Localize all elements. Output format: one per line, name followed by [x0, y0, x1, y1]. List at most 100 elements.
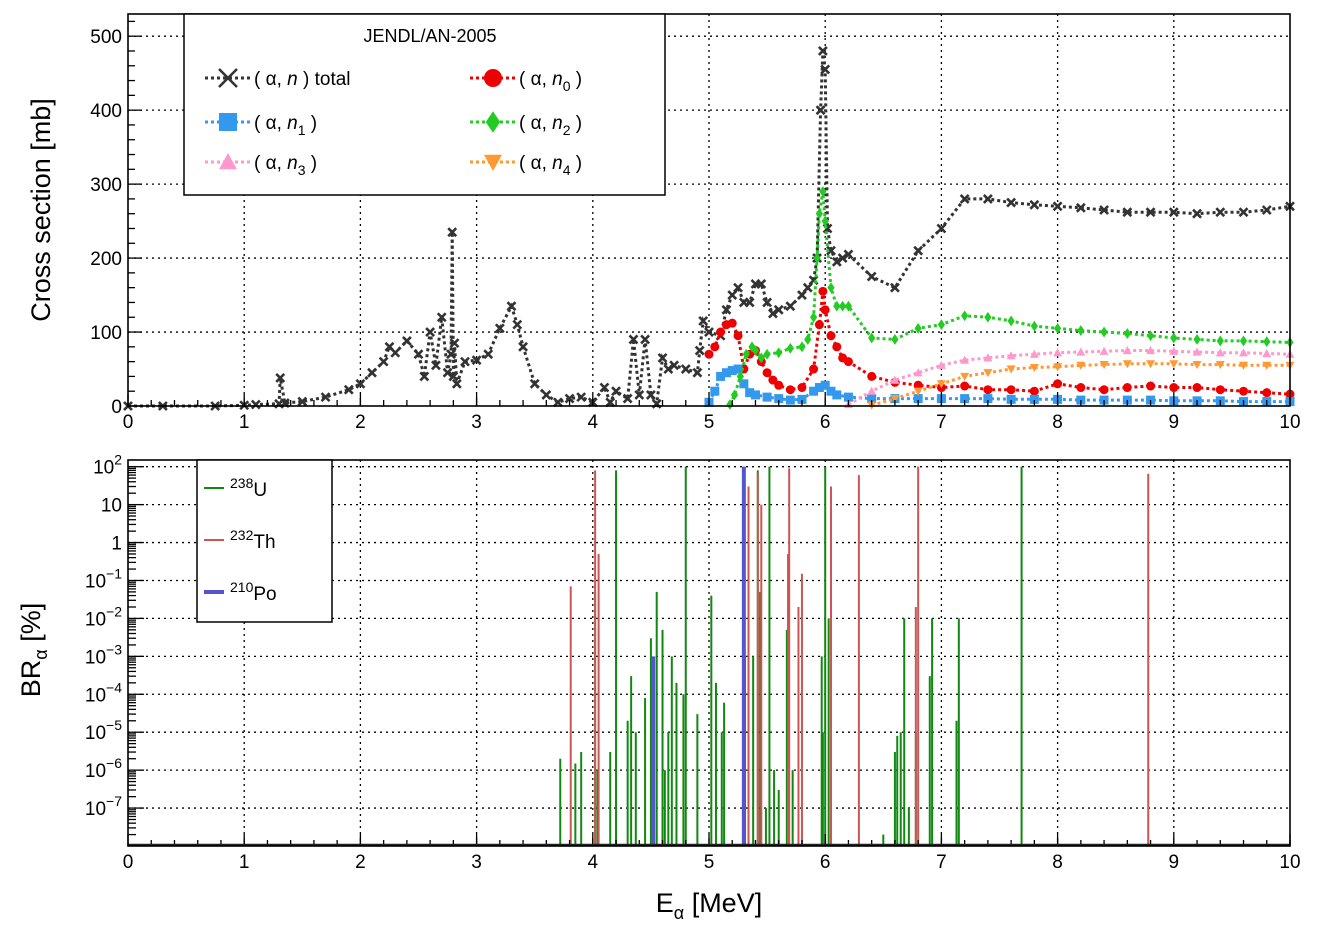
series-total-point	[483, 349, 494, 360]
series-total-point-b	[553, 397, 563, 408]
series-n4-point	[1076, 361, 1086, 370]
series-n4-point	[1146, 360, 1156, 369]
legend-entry-n3: ( α, n3 )	[205, 153, 317, 178]
series-total-point-b	[826, 245, 836, 256]
series-total-point	[634, 389, 645, 400]
series-n3-point	[1215, 348, 1225, 357]
series-total-point-b	[413, 349, 424, 360]
series-n3-line	[847, 349, 1291, 406]
series-total-point-b	[384, 341, 395, 352]
series-n2-point	[821, 215, 829, 227]
series-total-point-b	[275, 372, 286, 383]
top-y-axis-label: Cross section [mb]	[26, 98, 56, 322]
series-n0-point	[762, 368, 772, 378]
series-total-point	[1122, 207, 1133, 218]
bottom-y-tick-label: 10	[101, 496, 122, 517]
series-n2-point	[757, 352, 765, 364]
series-total-point-b	[645, 389, 656, 400]
series-n0-point	[818, 286, 828, 296]
series-n2-point	[815, 208, 823, 220]
series-total-point-b	[721, 304, 732, 315]
series-total-point	[1075, 202, 1086, 213]
series-n3-point	[1053, 348, 1063, 357]
series-total-point-b	[436, 312, 447, 323]
series-total-point	[576, 392, 587, 403]
series-total-point-b	[704, 327, 714, 337]
series-total-point	[512, 319, 523, 330]
series-n1-point	[797, 394, 807, 404]
series-total-point	[1215, 207, 1226, 218]
series-total-point-b	[767, 308, 778, 319]
series-total-point-b	[1215, 207, 1226, 218]
series-n2-point	[1030, 320, 1038, 332]
series-n2-point	[763, 348, 771, 360]
series-total-point-b	[1192, 208, 1202, 219]
bottom-y-tick-label: 1	[111, 534, 122, 555]
series-total-point	[680, 364, 691, 374]
top-x-tick-label: 9	[1169, 412, 1180, 433]
series-total-point	[936, 223, 947, 234]
series-n1-point	[809, 386, 819, 396]
series-n3-point	[890, 375, 900, 384]
series-total-point	[1168, 207, 1179, 218]
series-total-point	[355, 378, 366, 389]
legend-label-n2: ( α, n2 )	[519, 113, 582, 138]
series-total-point	[425, 327, 436, 337]
series-total-point	[451, 378, 462, 389]
series-total-point	[447, 227, 458, 238]
series-total-point	[471, 355, 482, 366]
series-total-point-b	[447, 227, 458, 238]
series-total-point-b	[494, 323, 505, 334]
series-total-point-b	[657, 353, 668, 363]
series-total-point	[744, 297, 755, 308]
series-total-point-b	[442, 367, 453, 378]
series-total-point	[1099, 205, 1109, 215]
series-total-point-b	[820, 64, 831, 75]
series-n4-point	[1053, 363, 1063, 372]
series-total-point-b	[1261, 205, 1272, 215]
series-total-point	[1261, 205, 1272, 215]
bar-series-th232	[569, 466, 1150, 846]
series-total-point-b	[451, 378, 462, 389]
bottom-y-tick-label: 10−1	[85, 565, 122, 592]
series-total-point	[890, 282, 900, 293]
series-n0-point	[1076, 383, 1086, 393]
legend-entry-n0: ( α, n0 )	[470, 69, 582, 94]
series-total-point	[817, 46, 828, 56]
series-total-point-b	[680, 364, 691, 374]
bottom-x-tick-label: 9	[1169, 852, 1180, 873]
series-n0-point	[983, 385, 993, 395]
series-total-point	[506, 301, 517, 312]
series-total-point	[767, 308, 778, 319]
series-n2-point	[1123, 328, 1131, 339]
legend-label-n0: ( α, n0 )	[519, 69, 582, 94]
series-total-point	[553, 397, 563, 408]
series-n2-point	[1216, 335, 1224, 347]
bottom-y-tick-label: 10−7	[85, 793, 122, 820]
series-n0-point	[867, 371, 877, 381]
bottom-x-tick-label: 6	[820, 852, 831, 873]
series-total-point-b	[343, 384, 354, 395]
series-total-point	[378, 356, 389, 367]
series-n0-point	[1122, 383, 1132, 393]
series-total-point	[611, 386, 621, 397]
series-total-point-b	[483, 349, 494, 360]
series-n1-point	[745, 388, 755, 398]
series-n0-point	[913, 380, 923, 390]
top-legend: JENDL/AN-2005 ( α, n ) total ( α, n0 ) ( α…	[183, 13, 666, 196]
series-total-point	[959, 193, 970, 204]
bottom-legend-label-th232: 232Th	[230, 527, 276, 553]
series-n2-point	[844, 300, 853, 312]
series-total-point	[773, 304, 784, 315]
series-n1-point	[814, 383, 824, 393]
series-n2-point	[1054, 322, 1062, 334]
legend-entry-n4: ( α, n4 )	[470, 153, 582, 178]
bottom-y-tick-label: 102	[93, 452, 122, 479]
legend-marker-n4	[484, 154, 502, 171]
series-n0-point	[1053, 379, 1063, 389]
series-total-point-b	[744, 297, 755, 308]
series-total-point	[442, 367, 453, 378]
top-y-tick-label: 0	[111, 397, 122, 418]
series-n2-point	[1170, 332, 1178, 344]
